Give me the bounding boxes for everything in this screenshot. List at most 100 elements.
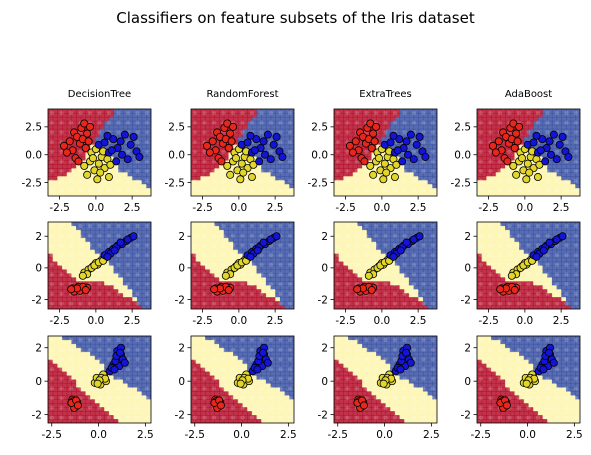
region-cell	[94, 289, 101, 294]
data-point	[78, 271, 87, 280]
region-cell	[132, 128, 138, 134]
region-cell	[418, 277, 424, 282]
region-cell	[48, 277, 54, 282]
grid-dot	[192, 149, 198, 154]
region-cell	[66, 116, 73, 122]
region-cell	[413, 222, 419, 227]
region-cell	[214, 305, 220, 309]
data-point	[398, 157, 407, 166]
region-cell	[495, 124, 502, 130]
region-cell	[284, 176, 290, 181]
grid-dot	[402, 110, 407, 116]
region-cell	[357, 164, 363, 169]
region-cell	[376, 172, 382, 177]
region-cell	[519, 192, 525, 196]
region-cell	[505, 120, 511, 126]
region-cell	[52, 144, 58, 150]
region-cell	[104, 192, 110, 196]
region-cell	[404, 160, 410, 165]
region-cell	[404, 180, 410, 185]
region-cell	[491, 222, 497, 227]
region-cell	[195, 222, 201, 227]
region-cell	[270, 269, 276, 275]
region-cell	[422, 168, 429, 173]
region-cell	[432, 192, 437, 196]
region-cell	[514, 245, 520, 251]
grid-dot	[411, 188, 417, 193]
region-cell	[427, 144, 433, 150]
region-cell	[533, 297, 539, 302]
region-cell	[99, 277, 105, 282]
region-cell	[477, 277, 483, 282]
region-cell	[261, 168, 267, 173]
region-cell	[542, 273, 548, 278]
region-cell	[343, 140, 349, 146]
region-cell	[404, 116, 410, 122]
region-cell	[575, 164, 580, 169]
region-cell	[551, 225, 558, 231]
region-cell	[357, 225, 363, 231]
region-cell	[113, 257, 119, 263]
region-cell	[533, 273, 539, 278]
region-cell	[289, 128, 294, 134]
region-cell	[219, 192, 225, 196]
region-cell	[132, 109, 138, 114]
region-cell	[251, 269, 258, 275]
region-cell	[533, 269, 539, 275]
region-cell	[265, 116, 272, 122]
grid-dot	[240, 233, 245, 238]
grid-dot	[144, 169, 150, 174]
region-cell	[477, 265, 483, 271]
region-cell	[205, 136, 211, 142]
region-cell	[519, 112, 525, 118]
region-cell	[366, 184, 373, 189]
region-cell	[256, 237, 262, 243]
data-point	[393, 146, 402, 155]
region-cell	[348, 301, 354, 306]
region-cell	[85, 257, 91, 263]
region-cell	[76, 116, 82, 122]
grid-dot	[545, 169, 550, 174]
region-cell	[48, 128, 54, 134]
grid-dot	[278, 262, 283, 267]
grid-dot	[268, 253, 274, 258]
region-cell	[279, 124, 286, 130]
region-cell	[191, 229, 197, 235]
region-cell	[565, 225, 572, 231]
region-cell	[556, 293, 562, 298]
region-cell	[334, 225, 340, 231]
region-cell	[352, 176, 359, 181]
region-cell	[481, 297, 487, 302]
region-cell	[491, 132, 497, 138]
region-cell	[233, 140, 239, 146]
region-cell	[394, 281, 401, 286]
region-cell	[547, 124, 553, 130]
region-cell	[500, 168, 506, 173]
region-cell	[265, 222, 272, 227]
region-cell	[533, 233, 539, 239]
region-cell	[71, 160, 77, 165]
region-cell	[141, 277, 147, 282]
region-cell	[195, 229, 201, 235]
grid-dot	[402, 169, 407, 174]
region-cell	[80, 253, 87, 259]
data-point	[110, 246, 119, 255]
region-cell	[122, 112, 129, 118]
region-cell	[385, 245, 391, 251]
region-cell	[209, 176, 216, 181]
grid-dot	[383, 110, 388, 116]
region-cell	[519, 289, 525, 294]
region-cell	[547, 305, 553, 309]
region-cell	[399, 237, 405, 243]
region-cell	[481, 140, 487, 146]
region-cell	[265, 188, 272, 193]
region-cell	[99, 265, 105, 271]
region-cell	[390, 237, 396, 243]
grid-dot	[135, 243, 140, 248]
data-point	[272, 132, 281, 141]
region-cell	[533, 128, 539, 134]
region-cell	[48, 253, 54, 259]
region-cell	[418, 229, 424, 235]
region-cell	[195, 261, 201, 267]
grid-dot	[97, 243, 102, 248]
